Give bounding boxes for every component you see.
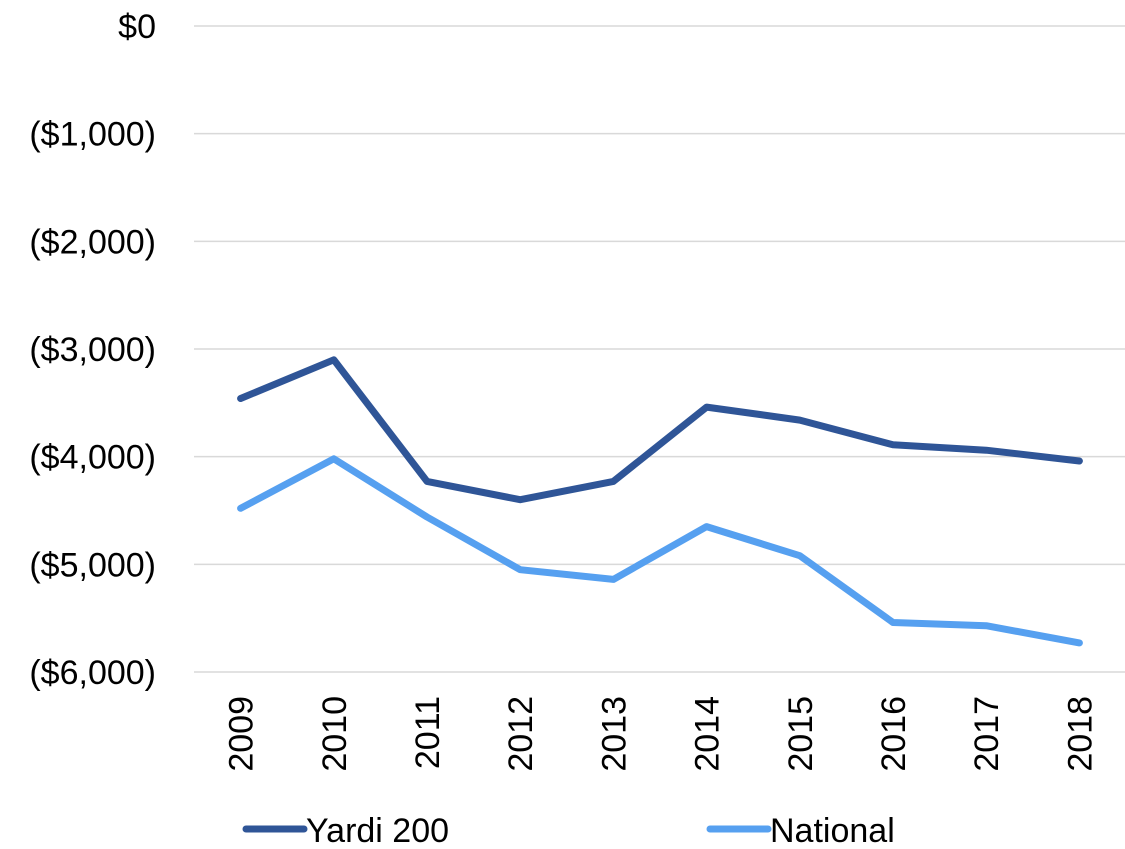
x-tick-label: 2009 (223, 696, 261, 772)
legend-label-yardi-200: Yardi 200 (306, 812, 449, 849)
y-tick-label: ($3,000) (29, 331, 156, 369)
y-tick-label: ($1,000) (29, 116, 156, 154)
x-tick-label: 2015 (782, 696, 820, 772)
series-line-national (237, 455, 1083, 647)
y-tick-label: ($4,000) (29, 439, 156, 477)
legend: Yardi 200 National (242, 812, 895, 849)
y-tick-label: $0 (118, 8, 156, 46)
x-tick-label: 2018 (1061, 696, 1099, 772)
y-tick-label: ($6,000) (29, 654, 156, 692)
y-axis-tick-labels: $0 ($1,000) ($2,000) ($3,000) ($4,000) ($5,00… (29, 8, 156, 692)
x-tick-label: 2014 (689, 696, 727, 772)
x-tick-label: 2010 (316, 696, 354, 772)
series-line-yardi-200 (237, 356, 1083, 504)
x-tick-label: 2013 (595, 696, 633, 772)
y-tick-label: ($2,000) (29, 223, 156, 261)
x-tick-label: 2011 (409, 696, 447, 769)
x-tick-label: 2017 (968, 696, 1006, 772)
series-lines (237, 356, 1083, 647)
x-tick-label: 2012 (502, 696, 540, 772)
x-axis-tick-labels: 2009 2010 2011 2012 2013 2014 2015 2016 2017 2018 (223, 696, 1100, 772)
gridlines (194, 25, 1125, 673)
y-tick-label: ($5,000) (29, 546, 156, 584)
x-tick-label: 2016 (875, 696, 913, 772)
legend-label-national: National (770, 812, 895, 849)
